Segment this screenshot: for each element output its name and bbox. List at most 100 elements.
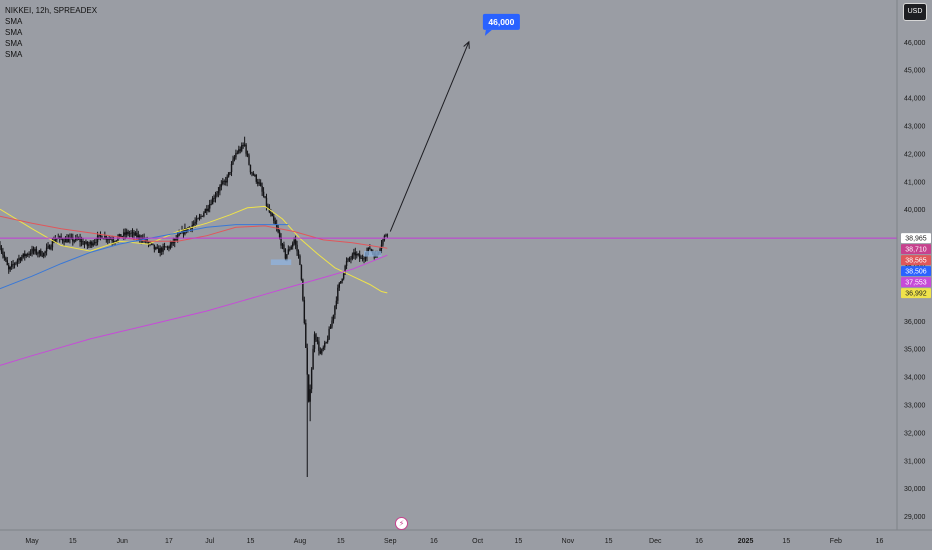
candle-body [107, 239, 109, 241]
candle-body [345, 260, 348, 266]
y-tick-label: 31,000 [904, 458, 926, 465]
candle-body [13, 263, 16, 265]
candle-body [296, 244, 298, 252]
candle-body [261, 186, 263, 192]
candle-body [19, 258, 22, 261]
candle-body [128, 233, 131, 235]
candle-body [166, 246, 169, 248]
candle-body [271, 213, 274, 217]
candle-body [357, 253, 359, 255]
candle-body [283, 244, 285, 250]
candle-body [45, 247, 48, 252]
candle-body [386, 234, 389, 236]
candle-body [99, 234, 102, 237]
x-tick-label: Dec [649, 538, 662, 545]
price-label-box [901, 244, 931, 255]
candle-body [172, 241, 174, 243]
candle-body [335, 300, 338, 306]
candle-body [214, 195, 217, 199]
candle-body [316, 340, 319, 342]
candle-body [347, 258, 349, 261]
x-tick-label: 16 [430, 538, 438, 545]
candle-body [329, 326, 332, 329]
candle-body [239, 149, 241, 151]
price-labels: 38,965 38,710 38,565 38,506 37,553 36,992 [901, 233, 931, 299]
candle-body [32, 248, 35, 252]
candle-body [204, 209, 207, 213]
price-label-box [901, 255, 931, 266]
candle-body [171, 241, 173, 245]
candle-body [331, 320, 333, 327]
lightning-icon[interactable]: ⚡ [395, 517, 408, 530]
candle-body [275, 224, 278, 228]
candle-body [309, 389, 311, 402]
candle-body [88, 244, 90, 246]
candle-body [24, 253, 26, 257]
candle-body [92, 243, 94, 246]
candle-body [28, 253, 30, 255]
candle-body [159, 248, 161, 253]
currency-button[interactable]: USD [903, 3, 927, 21]
candle-body [257, 181, 259, 184]
candle-body [277, 227, 279, 233]
candle-body [42, 253, 45, 257]
candle-body [235, 153, 237, 158]
candle-body [120, 234, 122, 238]
candle-body [22, 253, 24, 257]
candle-body [192, 223, 195, 226]
candle-body [70, 237, 73, 238]
candle-body [34, 249, 36, 252]
time-axis[interactable]: May 15 Jun 17 Jul 15 Aug 15 Sep 16 Oct 15 Nov 15 Dec 16… [25, 538, 883, 545]
candle-body [125, 231, 128, 235]
indicator-sma-2[interactable]: SMA [5, 28, 23, 37]
candle-body [258, 182, 260, 184]
indicator-sma-4[interactable]: SMA [5, 50, 23, 59]
candle-body [219, 186, 221, 192]
indicator-sma-3[interactable]: SMA [5, 39, 23, 48]
candle-body [115, 240, 118, 242]
candle-body [361, 258, 364, 260]
y-tick-label: 44,000 [904, 96, 926, 103]
candle-body [370, 249, 373, 251]
candle-body [249, 164, 252, 173]
candle-body [290, 246, 292, 250]
candle-body [25, 254, 27, 257]
candle-body [40, 250, 42, 256]
candle-body [232, 159, 234, 165]
candle-body [226, 176, 228, 183]
y-tick-label: 41,000 [904, 179, 926, 186]
candle-body [351, 254, 354, 259]
y-tick-label: 43,000 [904, 124, 926, 131]
price-label-text: 37,553 [905, 280, 927, 287]
x-tick-label: 16 [695, 538, 703, 545]
candle-body [319, 350, 322, 354]
candle-body [337, 287, 339, 301]
candle-body [216, 193, 218, 196]
candle-body [179, 233, 182, 235]
candle-body [96, 236, 99, 243]
target-label[interactable]: 46,000 [482, 13, 520, 36]
x-tick-label: May [25, 538, 39, 545]
candle-body [162, 246, 164, 252]
candle-body [35, 249, 38, 254]
indicator-sma-1[interactable]: SMA [5, 17, 23, 26]
candle-body [10, 264, 13, 267]
candle-body [217, 191, 220, 194]
candle-body [197, 218, 199, 220]
y-tick-label: 42,000 [904, 151, 926, 158]
candle-body [152, 243, 154, 245]
symbol-title[interactable]: NIKKEI, 12h, SPREADEX [5, 6, 98, 15]
x-tick-label: Aug [294, 538, 307, 545]
candle-body [280, 237, 282, 246]
candle-body [341, 278, 343, 282]
candle-body [360, 258, 362, 260]
candle-body [137, 235, 140, 238]
candle-body [127, 231, 129, 234]
price-label-box [901, 233, 931, 244]
sma-line-3 [0, 224, 289, 290]
candle-body [63, 241, 65, 243]
candle-body [41, 255, 43, 257]
price-label-text: 38,710 [905, 247, 927, 254]
